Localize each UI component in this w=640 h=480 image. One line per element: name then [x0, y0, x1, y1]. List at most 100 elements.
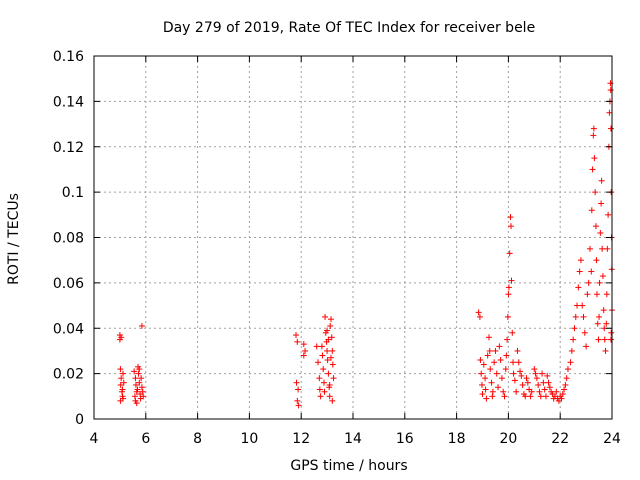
data-point [493, 370, 500, 377]
x-axis-ticks: 4 6 8 10 12 14 16 18 20 22 24 [90, 56, 621, 447]
data-point [595, 336, 602, 343]
data-point [321, 388, 328, 395]
data-point [537, 393, 544, 400]
data-point [293, 379, 300, 386]
data-point [315, 359, 322, 366]
data-point [140, 393, 147, 400]
data-point [572, 313, 579, 320]
data-point [317, 393, 324, 400]
data-point [484, 352, 491, 359]
data-point [492, 347, 499, 354]
data-point [139, 388, 146, 395]
data-point [295, 386, 302, 393]
data-point [118, 375, 125, 382]
data-point [598, 177, 605, 184]
data-point [320, 366, 327, 373]
data-point [590, 132, 597, 139]
data-point [517, 368, 524, 375]
data-point [325, 336, 332, 343]
data-point [476, 313, 483, 320]
data-point [564, 366, 571, 373]
data-point [120, 370, 127, 377]
data-point [596, 313, 603, 320]
data-point [318, 343, 325, 350]
data-point [539, 370, 546, 377]
data-point [498, 375, 505, 382]
y-tick-label: 0.04 [53, 321, 84, 337]
data-point [488, 379, 495, 386]
data-point [600, 307, 607, 314]
data-point [563, 375, 570, 382]
data-point [300, 352, 307, 359]
y-tick-label: 0.1 [62, 185, 84, 201]
data-point [138, 375, 145, 382]
data-point [300, 341, 307, 348]
data-point [508, 277, 515, 284]
data-point [604, 245, 611, 252]
data-point [580, 313, 587, 320]
data-point [559, 391, 566, 398]
data-point [576, 268, 583, 275]
data-point [329, 347, 336, 354]
data-point [483, 395, 490, 402]
data-point [134, 386, 141, 393]
data-point [522, 393, 529, 400]
data-point [329, 361, 336, 368]
x-tick-label: 18 [448, 431, 466, 447]
data-point [511, 377, 518, 384]
data-point [136, 379, 143, 386]
data-point [510, 359, 517, 366]
y-tick-label: 0.08 [53, 231, 84, 247]
data-point [588, 207, 595, 214]
data-point [513, 388, 520, 395]
data-point [524, 379, 531, 386]
data-point [478, 381, 485, 388]
y-axis-label: ROTI / TECUs [6, 193, 22, 285]
data-point [504, 313, 511, 320]
data-point [294, 338, 301, 345]
data-point [477, 357, 484, 364]
data-point [599, 273, 606, 280]
data-point [577, 257, 584, 264]
data-point [505, 291, 512, 298]
data-point [570, 336, 577, 343]
data-point [584, 291, 591, 298]
data-point [533, 375, 540, 382]
data-point [588, 268, 595, 275]
data-point [518, 372, 525, 379]
x-tick-label: 4 [90, 431, 99, 447]
data-point [536, 388, 543, 395]
data-point [327, 316, 334, 323]
data-point [328, 334, 335, 341]
data-point [601, 336, 608, 343]
data-point [487, 366, 494, 373]
data-point [324, 347, 331, 354]
data-point [327, 322, 334, 329]
x-tick-label: 8 [193, 431, 202, 447]
data-point [544, 372, 551, 379]
data-point [138, 384, 145, 391]
data-point [561, 386, 568, 393]
x-tick-label: 10 [240, 431, 258, 447]
data-point [581, 329, 588, 336]
data-point [319, 352, 326, 359]
data-point [603, 320, 610, 327]
data-point [535, 381, 542, 388]
data-point [602, 347, 609, 354]
data-point [475, 309, 482, 316]
data-point [592, 189, 599, 196]
data-point [322, 313, 329, 320]
data-point [574, 302, 581, 309]
data-point [117, 366, 124, 373]
data-point [593, 291, 600, 298]
data-point [313, 343, 320, 350]
data-point [540, 379, 547, 386]
data-point [503, 352, 510, 359]
data-point [532, 370, 539, 377]
y-tick-label: 0.12 [53, 140, 84, 156]
data-point [294, 397, 301, 404]
data-point [603, 291, 610, 298]
data-point [509, 329, 516, 336]
data-point [598, 200, 605, 207]
x-tick-label: 16 [396, 431, 414, 447]
